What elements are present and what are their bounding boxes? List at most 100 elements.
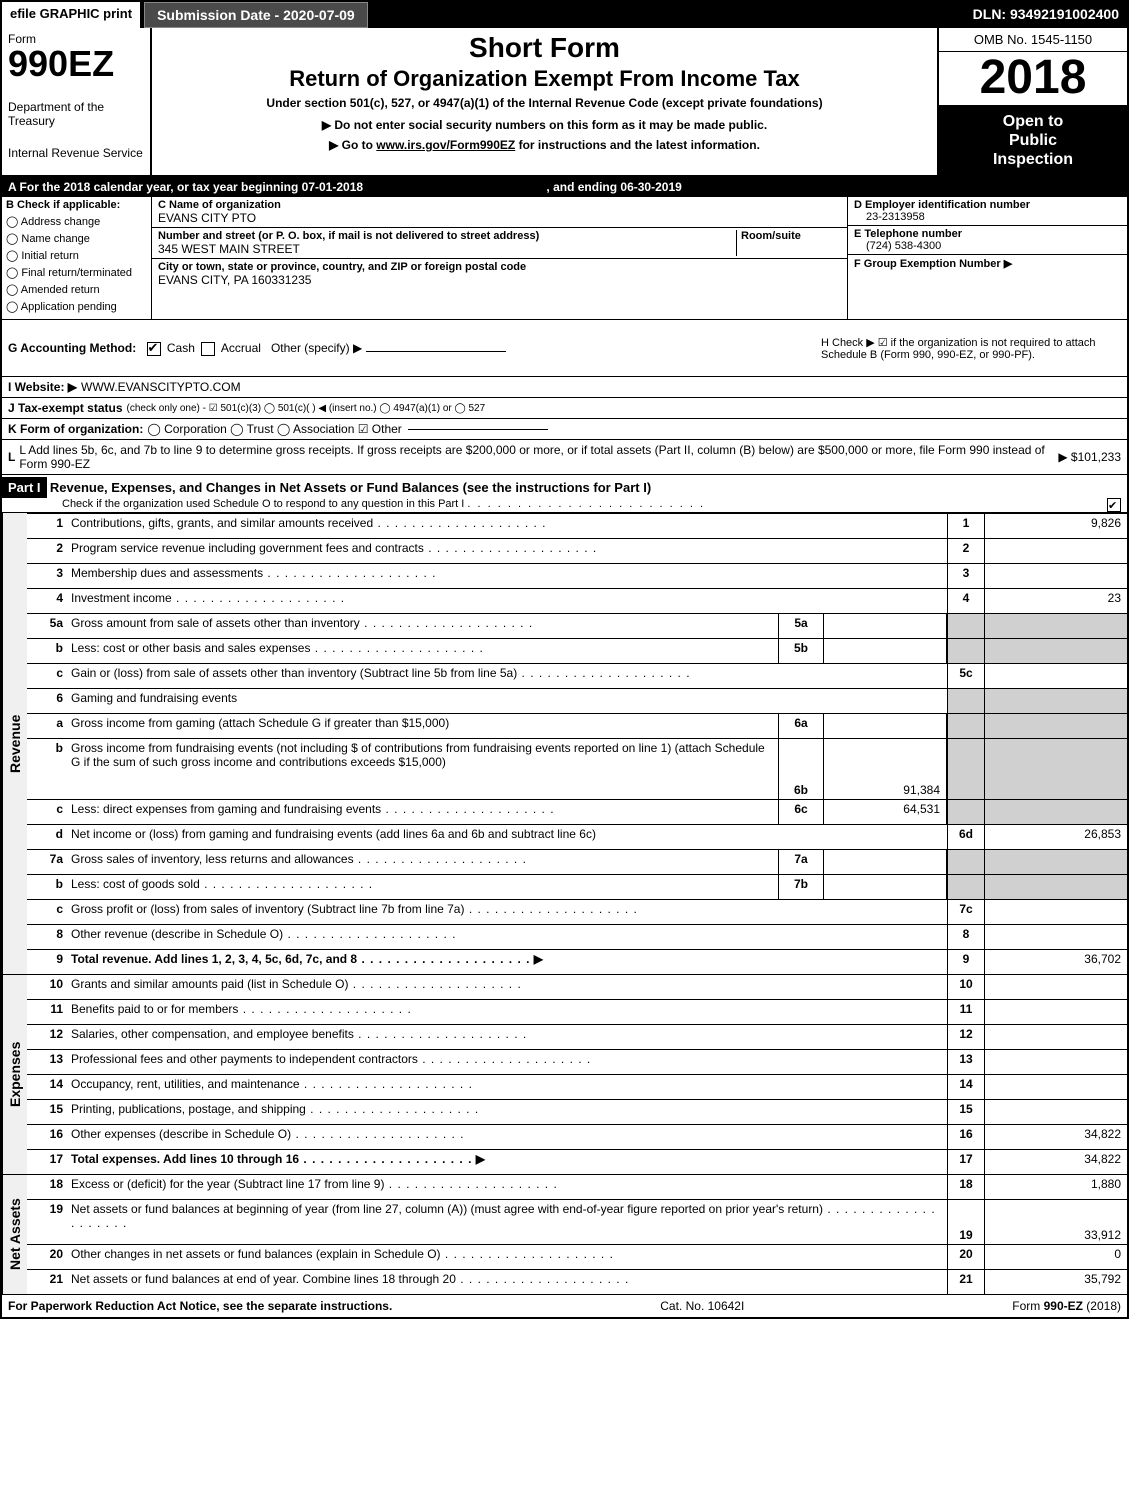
chk-name-change[interactable]: ◯ Name change: [6, 232, 147, 245]
footer-mid: Cat. No. 10642I: [392, 1299, 1012, 1313]
line-18: 18 Excess or (deficit) for the year (Sub…: [27, 1175, 1127, 1199]
expenses-lines: 10 Grants and similar amounts paid (list…: [27, 975, 1127, 1174]
netassets-lines: 18 Excess or (deficit) for the year (Sub…: [27, 1175, 1127, 1294]
header-mid: Short Form Return of Organization Exempt…: [152, 28, 937, 175]
row-g: G Accounting Method: Cash Accrual Other …: [8, 341, 506, 356]
part-1-sub: Check if the organization used Schedule …: [2, 498, 1127, 510]
row-j: J Tax-exempt status (check only one) - ☑…: [2, 398, 1127, 419]
chk-application-pending[interactable]: ◯ Application pending: [6, 300, 147, 313]
addr-val: 345 WEST MAIN STREET: [158, 242, 300, 256]
topbar: efile GRAPHIC print Submission Date - 20…: [2, 2, 1127, 28]
org-name: EVANS CITY PTO: [158, 211, 256, 225]
irs-link[interactable]: www.irs.gov/Form990EZ: [376, 138, 515, 152]
section-d-e-f: D Employer identification number 23-2313…: [847, 197, 1127, 319]
inspect-l3: Inspection: [943, 150, 1123, 169]
efile-print-label: efile GRAPHIC print: [2, 2, 140, 28]
form-subtitle-2: ▶ Do not enter social security numbers o…: [160, 118, 929, 132]
vtab-revenue: Revenue: [2, 513, 27, 974]
chk-cash[interactable]: [147, 342, 161, 356]
short-form-title: Short Form: [160, 32, 929, 64]
city-label: City or town, state or province, country…: [158, 261, 526, 273]
group-exempt-label: F Group Exemption Number ▶: [854, 257, 1121, 270]
line-6b: b Gross income from fundraising events (…: [27, 738, 1127, 799]
group-exempt-row: F Group Exemption Number ▶: [848, 255, 1127, 272]
revenue-section: Revenue 1 Contributions, gifts, grants, …: [2, 513, 1127, 975]
section-b-head: B Check if applicable:: [6, 199, 147, 211]
omb-number: OMB No. 1545-1150: [939, 28, 1127, 52]
addr-row: Number and street (or P. O. box, if mail…: [152, 228, 847, 259]
page-footer: For Paperwork Reduction Act Notice, see …: [2, 1294, 1127, 1317]
form-subtitle-3: ▶ Go to www.irs.gov/Form990EZ for instru…: [160, 138, 929, 152]
row-i: I Website: ▶ WWW.EVANSCITYPTO.COM: [2, 377, 1127, 398]
header-right: OMB No. 1545-1150 2018 Open to Public In…: [937, 28, 1127, 175]
line-7a: 7a Gross sales of inventory, less return…: [27, 849, 1127, 874]
ein-row: D Employer identification number 23-2313…: [848, 197, 1127, 226]
k-text: ◯ Corporation ◯ Trust ◯ Association ☑ Ot…: [147, 422, 401, 436]
room-label: Room/suite: [741, 230, 801, 242]
part-1-label: Part I: [2, 477, 47, 498]
tax-year-row: A For the 2018 calendar year, or tax yea…: [2, 177, 1127, 197]
line-17: 17 Total expenses. Add lines 10 through …: [27, 1149, 1127, 1174]
line-19: 19 Net assets or fund balances at beginn…: [27, 1199, 1127, 1244]
inspect-l2: Public: [943, 131, 1123, 150]
row-k: K Form of organization: ◯ Corporation ◯ …: [2, 419, 1127, 440]
form-990ez: efile GRAPHIC print Submission Date - 20…: [0, 0, 1129, 1319]
line-14: 14 Occupancy, rent, utilities, and maint…: [27, 1074, 1127, 1099]
i-label: I Website: ▶: [8, 380, 77, 394]
line-9: 9 Total revenue. Add lines 1, 2, 3, 4, 5…: [27, 949, 1127, 974]
l-arrow: ▶ $: [1058, 450, 1077, 464]
chk-accrual[interactable]: [201, 342, 215, 356]
inspect-l1: Open to: [943, 112, 1123, 131]
city-val: EVANS CITY, PA 160331235: [158, 273, 311, 287]
l-text: L Add lines 5b, 6c, and 7b to line 9 to …: [19, 443, 1058, 471]
phone-val: (724) 538-4300: [854, 240, 1121, 252]
part-1-title: Revenue, Expenses, and Changes in Net As…: [50, 480, 651, 495]
chk-final-return[interactable]: ◯ Final return/terminated: [6, 266, 147, 279]
chk-amended-return[interactable]: ◯ Amended return: [6, 283, 147, 296]
l-label: L: [8, 450, 15, 464]
line-13: 13 Professional fees and other payments …: [27, 1049, 1127, 1074]
line-21: 21 Net assets or fund balances at end of…: [27, 1269, 1127, 1294]
line-5a: 5a Gross amount from sale of assets othe…: [27, 613, 1127, 638]
submission-date: Submission Date - 2020-07-09: [144, 2, 368, 28]
ein-label: D Employer identification number: [854, 199, 1121, 211]
k-label: K Form of organization:: [8, 422, 143, 436]
org-name-row: C Name of organization EVANS CITY PTO: [152, 197, 847, 228]
row-l: L L Add lines 5b, 6c, and 7b to line 9 t…: [2, 440, 1127, 475]
open-public-inspection: Open to Public Inspection: [939, 106, 1127, 176]
dln-label: DLN: 93492191002400: [965, 2, 1127, 28]
footer-left: For Paperwork Reduction Act Notice, see …: [8, 1299, 392, 1313]
line-6: 6 Gaming and fundraising events: [27, 688, 1127, 713]
ein-val: 23-2313958: [854, 211, 1121, 223]
form-header: Form 990EZ Department of the Treasury In…: [2, 28, 1127, 177]
line-6a: a Gross income from gaming (attach Sched…: [27, 713, 1127, 738]
vtab-expenses: Expenses: [2, 975, 27, 1174]
dept-treasury: Department of the Treasury: [8, 100, 144, 128]
line-12: 12 Salaries, other compensation, and emp…: [27, 1024, 1127, 1049]
expenses-section: Expenses 10 Grants and similar amounts p…: [2, 975, 1127, 1175]
line-2: 2 Program service revenue including gove…: [27, 538, 1127, 563]
chk-initial-return[interactable]: ◯ Initial return: [6, 249, 147, 262]
line-10: 10 Grants and similar amounts paid (list…: [27, 975, 1127, 999]
line-15: 15 Printing, publications, postage, and …: [27, 1099, 1127, 1124]
city-row: City or town, state or province, country…: [152, 259, 847, 289]
tax-year: 2018: [939, 52, 1127, 106]
j-label: J Tax-exempt status: [8, 401, 123, 415]
line-3: 3 Membership dues and assessments 3: [27, 563, 1127, 588]
form-title: Return of Organization Exempt From Incom…: [160, 66, 929, 92]
spacer: [368, 2, 965, 28]
l-val: 101,233: [1078, 450, 1121, 464]
line-7b: b Less: cost of goods sold 7b: [27, 874, 1127, 899]
line-20: 20 Other changes in net assets or fund b…: [27, 1244, 1127, 1269]
line-4: 4 Investment income 4 23: [27, 588, 1127, 613]
tax-year-begin: A For the 2018 calendar year, or tax yea…: [8, 180, 363, 194]
phone-label: E Telephone number: [854, 228, 1121, 240]
tax-year-end: , and ending 06-30-2019: [546, 180, 681, 194]
phone-row: E Telephone number (724) 538-4300: [848, 226, 1127, 255]
chk-schedule-o[interactable]: ✔: [1107, 498, 1121, 512]
addr-label: Number and street (or P. O. box, if mail…: [158, 230, 539, 242]
line-11: 11 Benefits paid to or for members 11: [27, 999, 1127, 1024]
row-g-h: G Accounting Method: Cash Accrual Other …: [2, 320, 1127, 377]
org-name-label: C Name of organization: [158, 199, 281, 211]
chk-address-change[interactable]: ◯ Address change: [6, 215, 147, 228]
